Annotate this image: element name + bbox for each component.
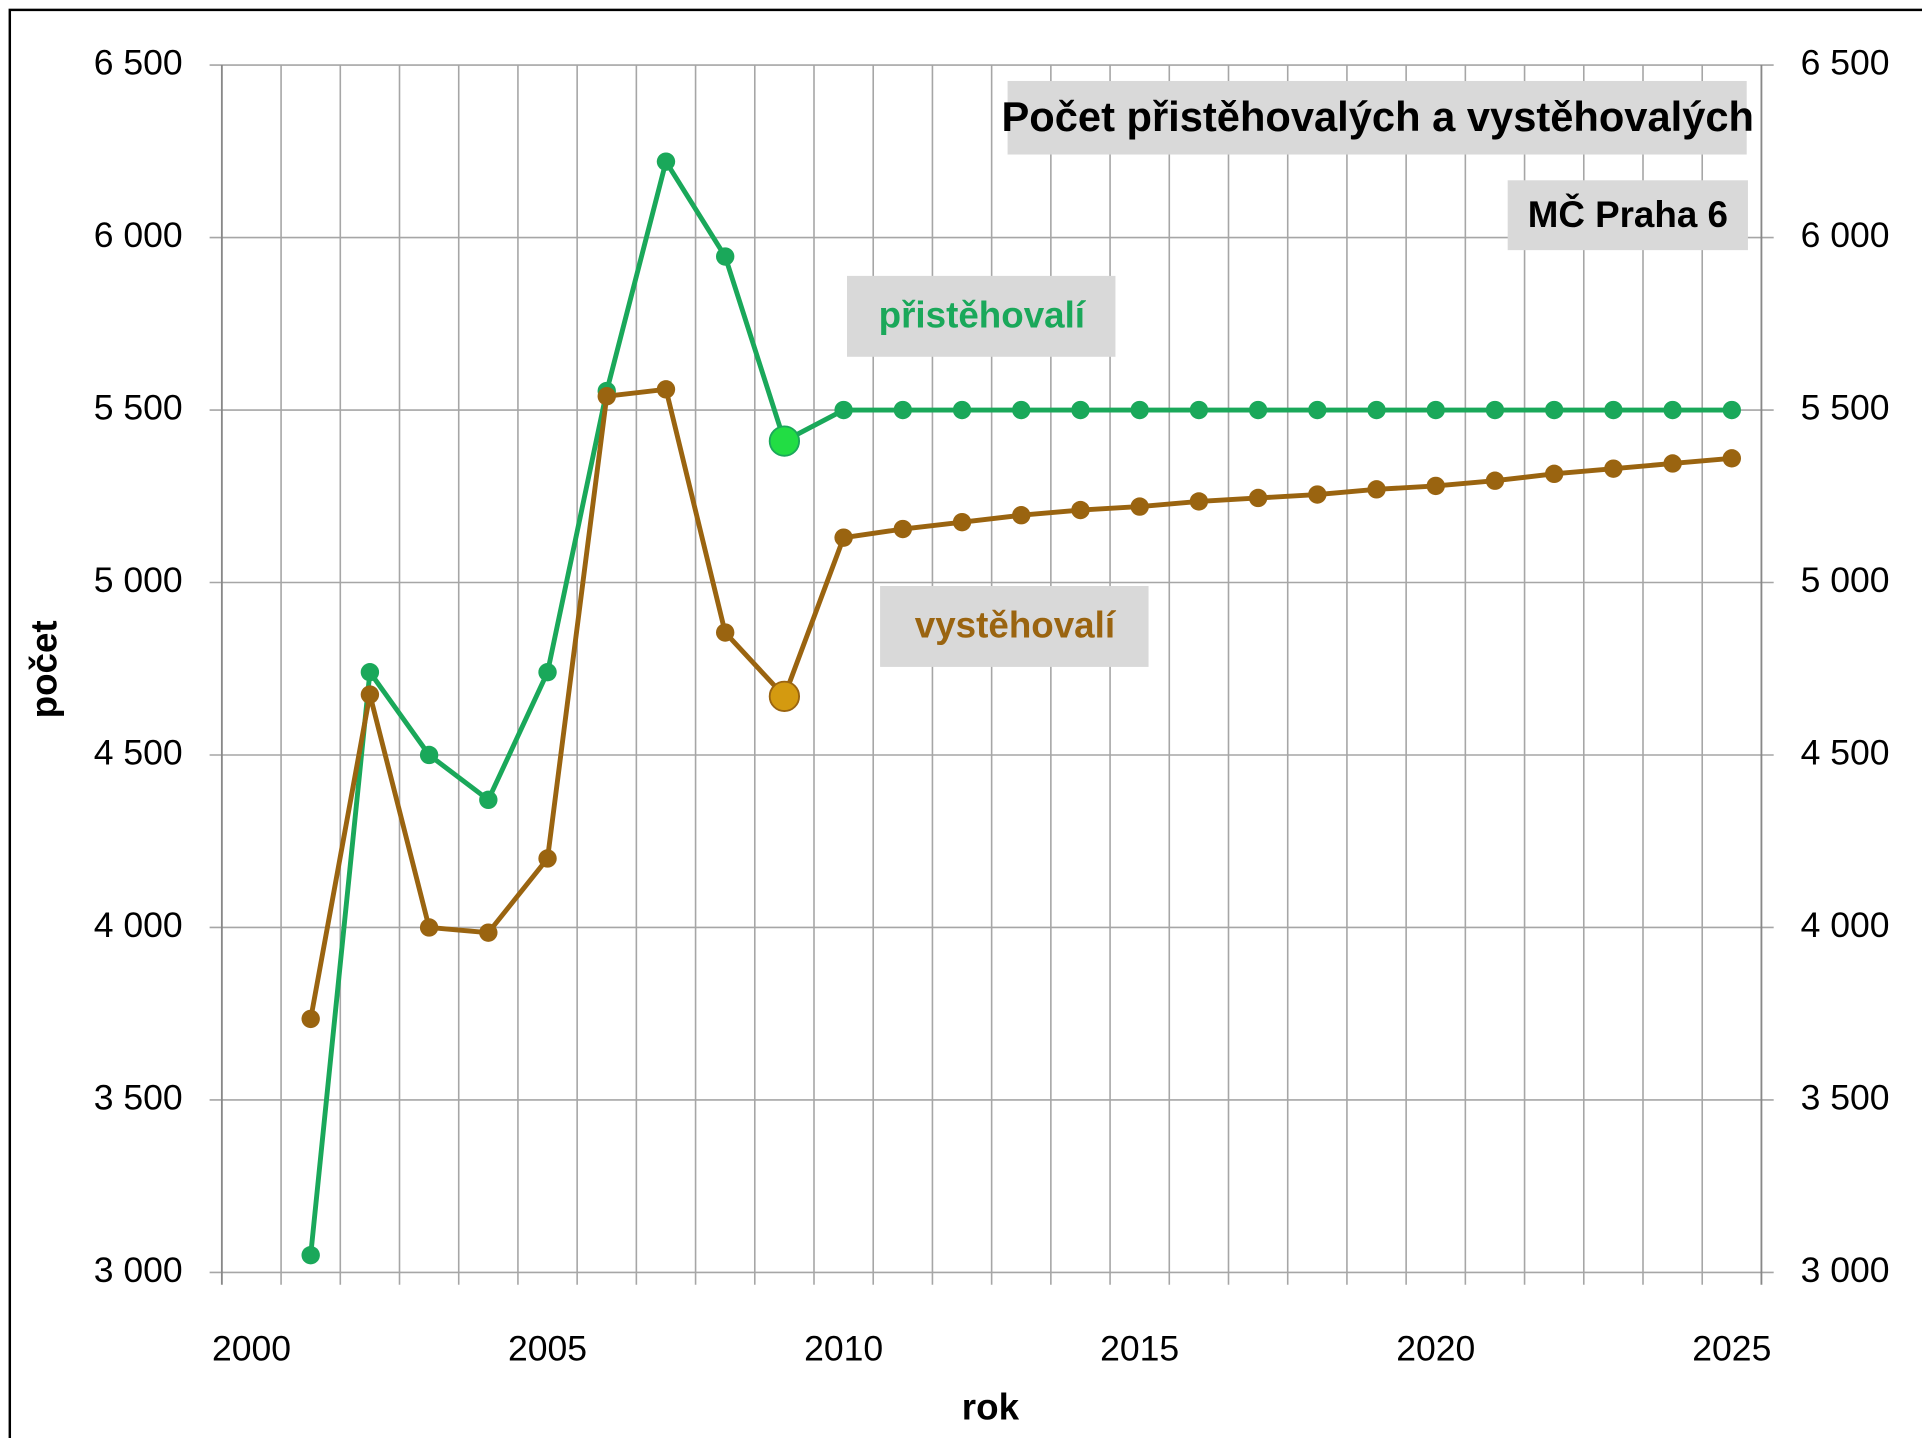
y-tick-label: 4 500 [94,732,183,772]
data-point [1544,400,1564,420]
y-tick-label: 5 500 [94,387,183,427]
data-point [1071,500,1090,520]
data-point [360,663,380,682]
chart-subtitle: MČ Praha 6 [1528,193,1728,235]
chart-title: Počet přistěhovalých a vystěhovalých [1002,93,1754,140]
subtitle-box [1507,180,1748,251]
data-point [1604,459,1623,478]
y2-tick-label: 3 000 [1801,1250,1890,1290]
grid [209,64,1774,1285]
title-box [1007,80,1747,155]
data-point [1071,400,1090,420]
data-point [538,663,557,682]
y-axis-label: počet [23,620,64,718]
y2-tick-label: 5 000 [1801,560,1890,600]
data-point [1604,400,1623,420]
data-point [1722,400,1742,420]
data-point [1130,400,1149,420]
data-point [1189,492,1209,511]
x-tick-label: 2020 [1396,1328,1475,1368]
y-tick-label: 3 500 [94,1077,183,1117]
series-label-box [847,275,1116,357]
data-point [1308,485,1327,504]
y2-tick-label: 6 000 [1801,215,1890,255]
data-point [1663,454,1682,473]
data-point [479,923,498,942]
data-point [538,849,557,868]
data-point [1012,400,1031,420]
data-point [1426,400,1445,420]
series-label-box [880,586,1149,667]
data-point [1189,400,1209,420]
data-point [597,387,616,406]
data-point [768,425,801,457]
series-label: přistěhovalí [879,294,1087,335]
data-point [1308,400,1327,420]
y-tick-label: 3 000 [94,1250,183,1290]
x-tick-label: 2000 [212,1328,291,1368]
data-point [301,1009,320,1029]
data-point [1426,476,1445,496]
y-tick-label: 5 000 [94,560,183,600]
data-point [1485,400,1505,420]
data-point [1012,506,1031,525]
data-point [1544,464,1564,484]
data-point [1663,400,1682,420]
y-tick-label: 6 000 [94,215,183,255]
data-point [952,512,972,532]
data-point [952,400,972,420]
data-point [1248,488,1268,508]
data-point [893,400,913,420]
y-tick-label: 6 500 [94,42,183,82]
data-point [419,918,439,937]
data-point [656,152,676,171]
data-point [834,528,853,547]
y2-tick-label: 6 500 [1801,42,1890,82]
data-point [1130,497,1149,516]
data-point [893,519,913,539]
y2-tick-label: 4 500 [1801,732,1890,772]
data-point [479,790,498,810]
data-point [1367,400,1386,420]
y-tick-label: 4 000 [94,905,183,945]
y2-tick-label: 4 000 [1801,905,1890,945]
series-label: vystěhovalí [915,604,1117,645]
data-point [715,623,735,642]
x-tick-label: 2010 [804,1328,883,1368]
data-point [1485,471,1505,490]
x-axis-label: rok [962,1386,1020,1427]
data-point [715,247,735,266]
data-point [1367,480,1386,499]
data-point [360,685,380,704]
data-point [768,680,801,712]
data-point [1248,400,1268,420]
data-point [1722,449,1742,468]
data-point [419,745,439,765]
y2-tick-label: 3 500 [1801,1077,1890,1117]
data-point [301,1245,320,1265]
data-point [656,380,676,399]
data-point [834,400,853,420]
y2-tick-label: 5 500 [1801,387,1890,427]
x-tick-label: 2025 [1692,1328,1771,1368]
x-tick-label: 2015 [1100,1328,1179,1368]
x-tick-label: 2005 [508,1328,587,1368]
